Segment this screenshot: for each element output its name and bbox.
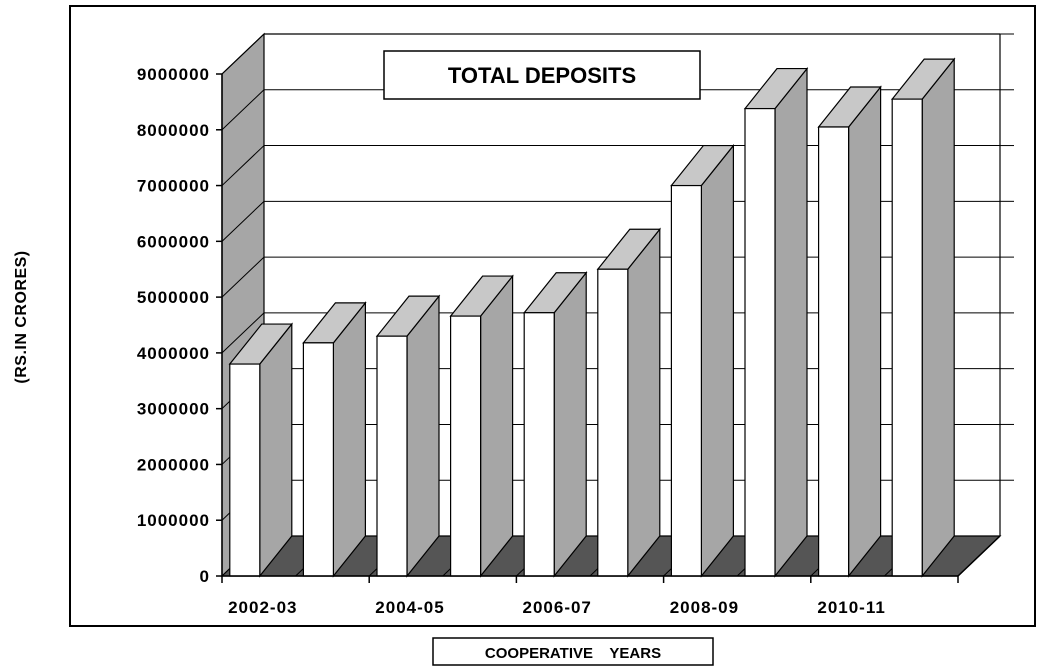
bar [743, 66, 809, 578]
x-axis-label: COOPERATIVE YEARS [485, 645, 661, 662]
wall-gridline [221, 312, 265, 354]
bar [449, 274, 514, 578]
bar-front [302, 342, 334, 577]
x-tick-label: 2004-05 [375, 598, 444, 617]
bar-side [553, 271, 587, 578]
bar-side [627, 227, 661, 578]
bar-front [744, 107, 776, 577]
bar-front [817, 126, 850, 577]
x-tick-label: 2010-11 [817, 598, 885, 617]
floor-edge [957, 535, 1001, 577]
y-tick-label: 8000000 [137, 121, 210, 140]
bar-front [376, 335, 408, 577]
bar [522, 271, 588, 578]
y-tick-label: 9000000 [137, 65, 210, 84]
bar-side [259, 322, 293, 578]
x-tick-labels: 2002-03 2004-05 2006-07 2008-09 2010-11 [221, 576, 959, 617]
bar-front [450, 315, 482, 577]
x-tick-label: 2008-09 [670, 598, 739, 617]
bar-side [847, 85, 882, 578]
y-tick-label: 1000000 [137, 511, 210, 530]
bar-front [523, 312, 555, 577]
axes [221, 74, 1001, 577]
bar [890, 57, 956, 578]
wall-gridline [221, 89, 265, 131]
bar-side [700, 143, 735, 578]
y-tick-label: 5000000 [137, 288, 210, 307]
bar-side [921, 57, 955, 578]
y-tick-label: 7000000 [137, 177, 210, 196]
x-tick-label: 2002-03 [228, 598, 297, 617]
bar [228, 322, 294, 578]
bar-side [774, 66, 808, 578]
y-tick-label: 6000000 [137, 232, 210, 251]
bar-side [406, 294, 440, 578]
bar [375, 294, 441, 578]
x-axis-label-box [432, 637, 714, 666]
bar-side [332, 301, 366, 578]
bar [670, 143, 735, 578]
wall-gridline [221, 200, 265, 242]
bar-front [597, 268, 629, 577]
bar [596, 227, 662, 578]
bar-front [670, 184, 703, 577]
chart-title: TOTAL DEPOSITS [448, 63, 636, 88]
y-tick-label: 0 [200, 567, 210, 586]
bar [302, 301, 367, 578]
y-tick-label: 3000000 [137, 400, 210, 419]
wall-gridline [221, 33, 265, 75]
bar-front [891, 98, 923, 577]
y-axis-label: (RS.IN CRORES) [13, 250, 30, 383]
y-tick-label: 4000000 [137, 344, 210, 363]
bar-side [480, 274, 514, 578]
bar-front [229, 363, 261, 577]
y-tick-label: 2000000 [137, 455, 210, 474]
y-tick-labels: 0 1000000 2000000 3000000 4000000 5000000 6000… [137, 65, 222, 586]
x-tick-label: 2006-07 [523, 598, 592, 617]
bar [817, 85, 882, 578]
wall-gridline [221, 145, 265, 186]
wall-gridline [221, 256, 265, 298]
chart-title-box [383, 50, 701, 100]
